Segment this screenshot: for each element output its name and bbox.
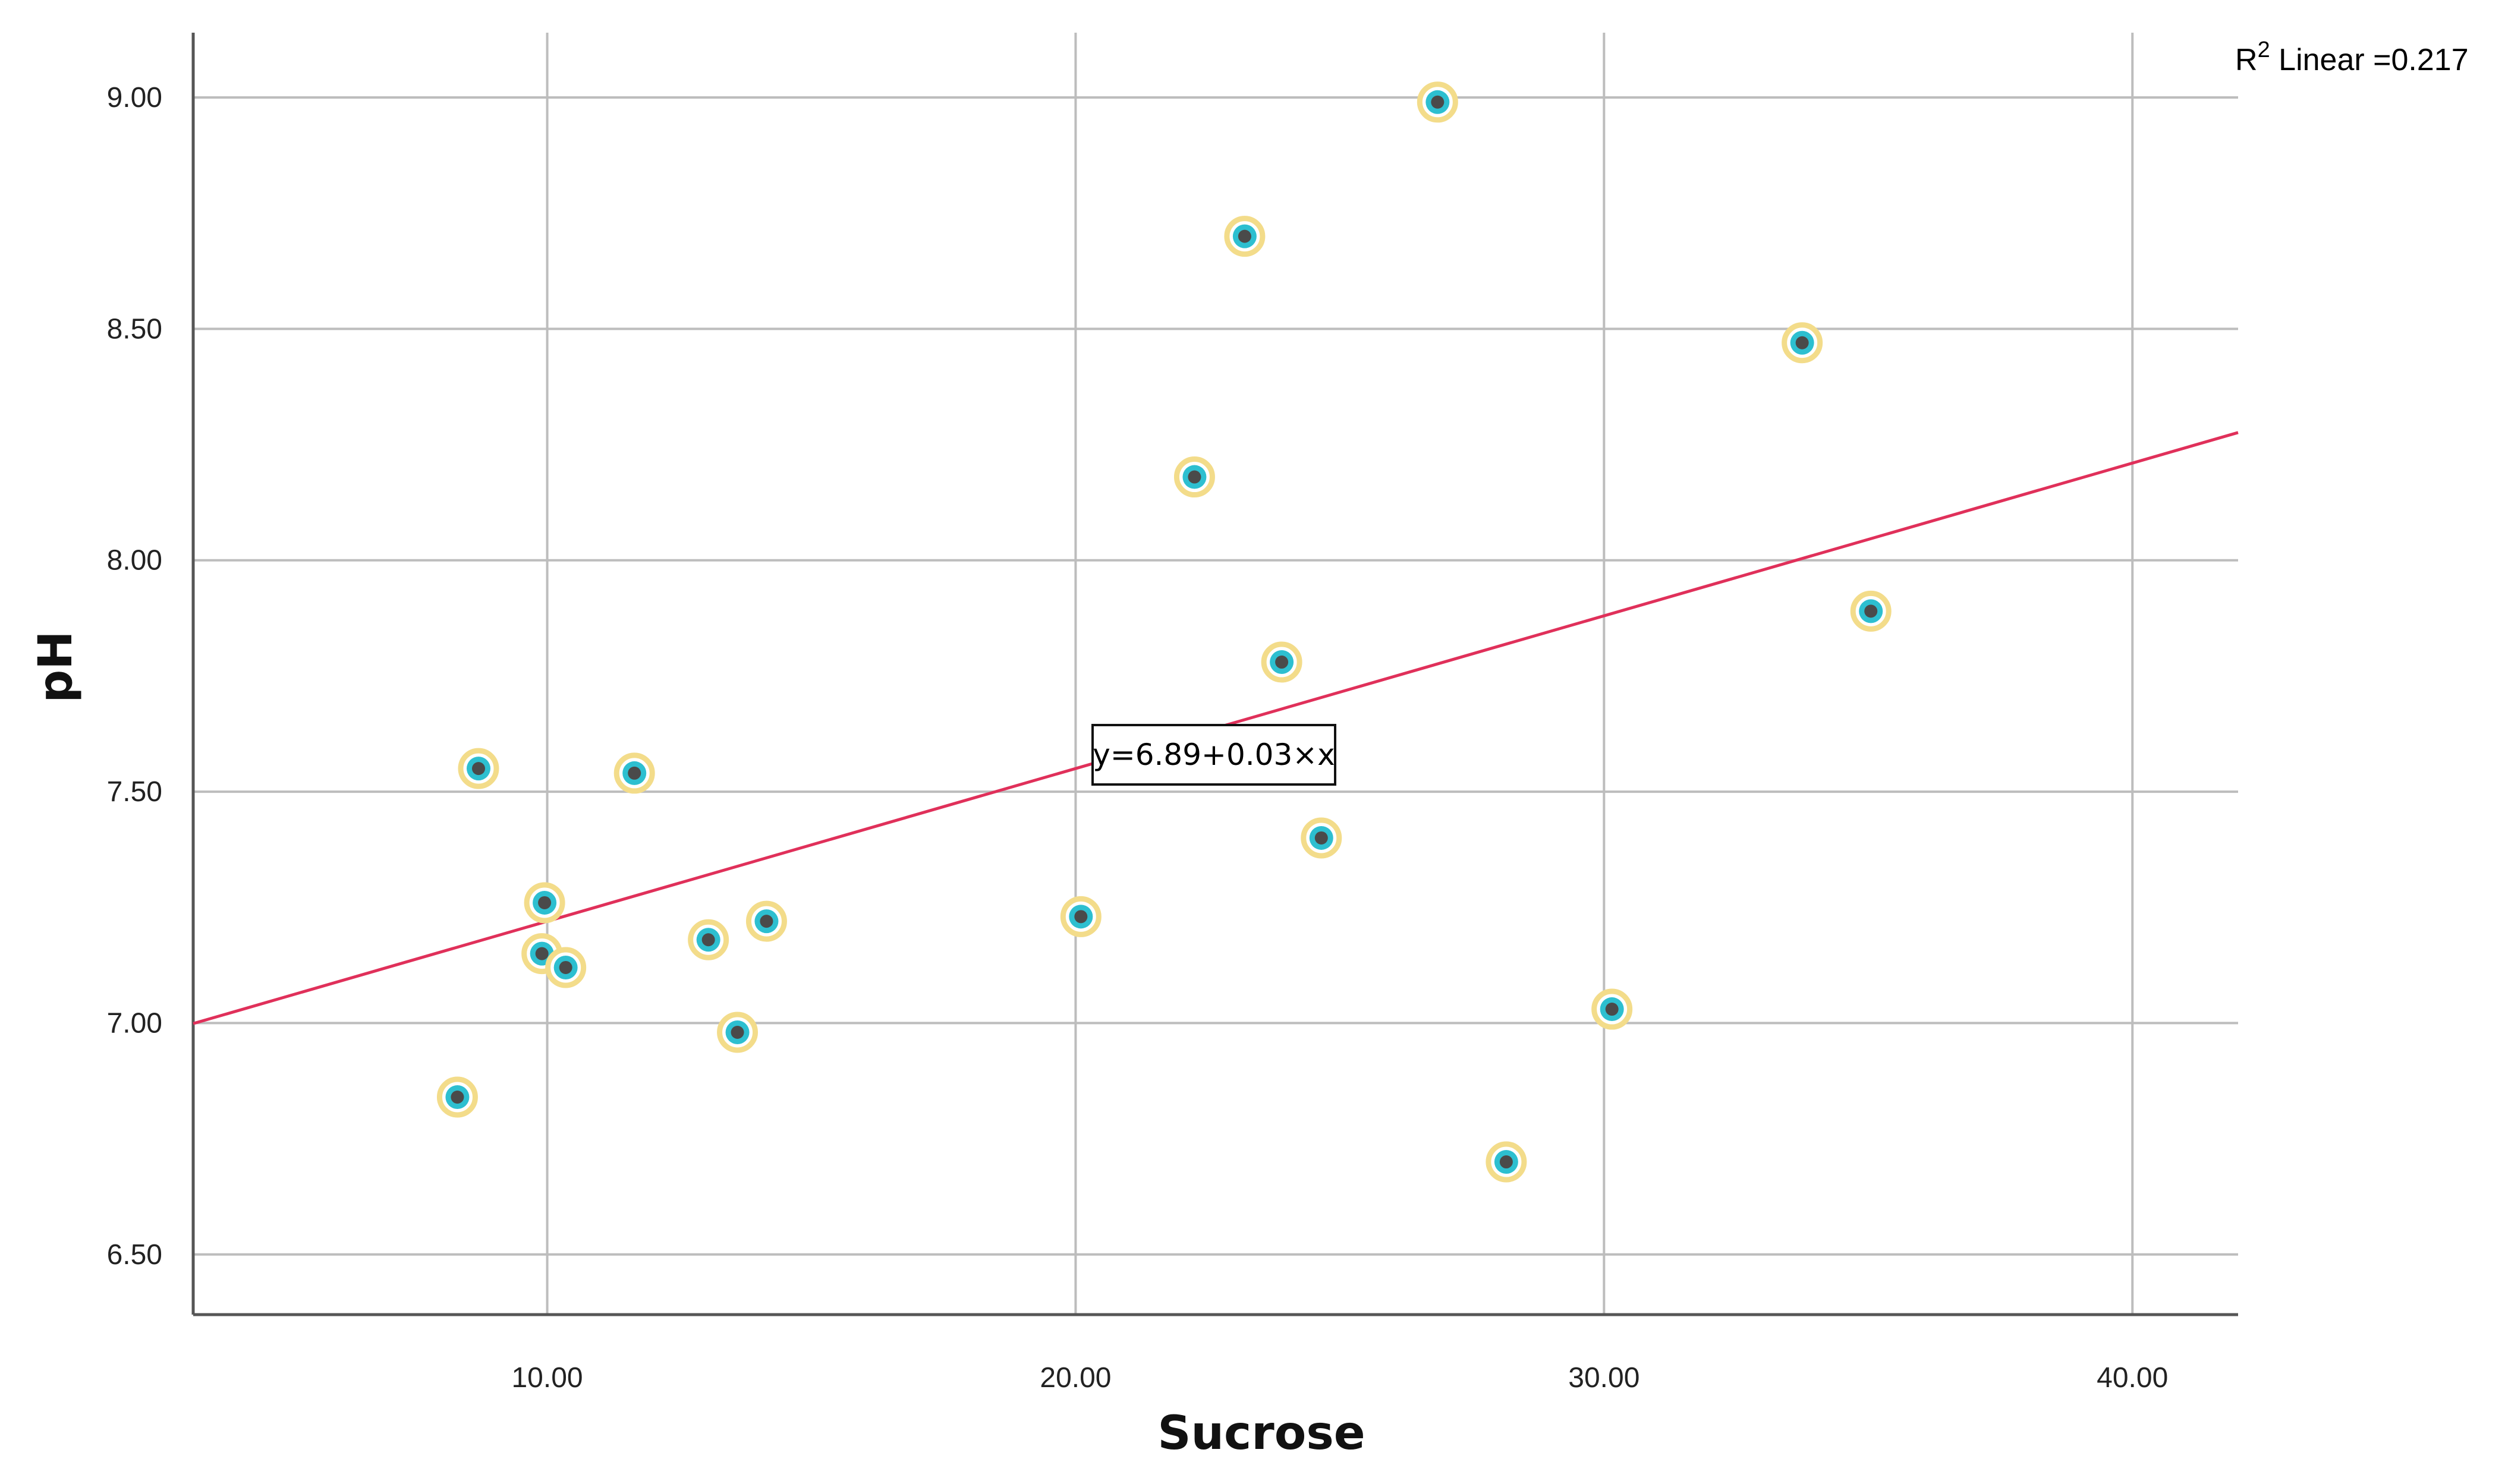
data-point [1591,988,1633,1030]
r2-annotation: R2 Linear =0.217 [2235,37,2469,77]
data-point [436,1076,478,1118]
equation-label: y=6.89+0.03×x [1093,738,1335,772]
data-point [688,919,729,960]
point-center [701,933,715,947]
point-center [1275,656,1289,669]
equation-box: y=6.89+0.03×x [1091,724,1336,786]
point-center [1188,470,1201,484]
point-center [731,1025,744,1039]
x-tick-label: 10.00 [511,1362,583,1394]
point-center [559,960,572,974]
point-center [1431,95,1445,109]
data-points [436,81,1892,1183]
y-tick-label: 8.50 [107,313,162,345]
y-axis-title: pH [29,631,83,702]
y-tick-label: 7.50 [107,776,162,808]
point-center [1864,604,1878,618]
data-point [545,947,587,988]
equation-box-frame [1091,724,1336,786]
data-point [524,882,565,924]
point-center [472,762,485,776]
y-tick-label: 6.50 [107,1239,162,1271]
data-point [1417,81,1458,123]
point-center [1795,336,1809,349]
point-center [451,1091,464,1104]
point-center [1238,229,1251,243]
x-tick-label: 30.00 [1568,1362,1639,1394]
y-tick-label: 9.00 [107,82,162,114]
point-center [1314,831,1328,845]
data-point [717,1012,759,1053]
axes: 6.50 7.00 7.50 8.00 8.50 9.00 10.00 20.00 30.00 4… [107,33,2238,1394]
point-center [1605,1003,1619,1016]
data-point [613,752,655,794]
point-center [535,947,549,960]
data-point [1486,1141,1527,1183]
point-center [1499,1155,1513,1169]
data-point [1261,641,1302,683]
y-tick-label: 8.00 [107,545,162,576]
point-center [628,766,641,780]
data-point [1173,456,1215,498]
data-point [1782,322,1823,364]
point-center [760,915,773,928]
data-point [745,900,787,942]
data-point [1301,817,1342,859]
x-tick-label: 20.00 [1040,1362,1111,1394]
x-axis-title: Sucrose [1157,1407,1365,1460]
data-point [1224,216,1266,257]
gridlines [193,33,2238,1315]
data-point [1850,590,1892,632]
y-tick-label: 7.00 [107,1007,162,1039]
point-center [538,896,552,909]
x-tick-label: 40.00 [2097,1362,2168,1394]
labels: Sucrose pH R2 Linear =0.217 [29,37,2469,1460]
point-center [1074,910,1088,924]
data-point [1060,896,1102,937]
data-point [458,748,499,789]
